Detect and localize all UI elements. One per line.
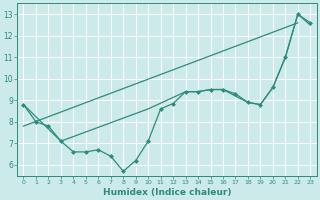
X-axis label: Humidex (Indice chaleur): Humidex (Indice chaleur) — [103, 188, 231, 197]
